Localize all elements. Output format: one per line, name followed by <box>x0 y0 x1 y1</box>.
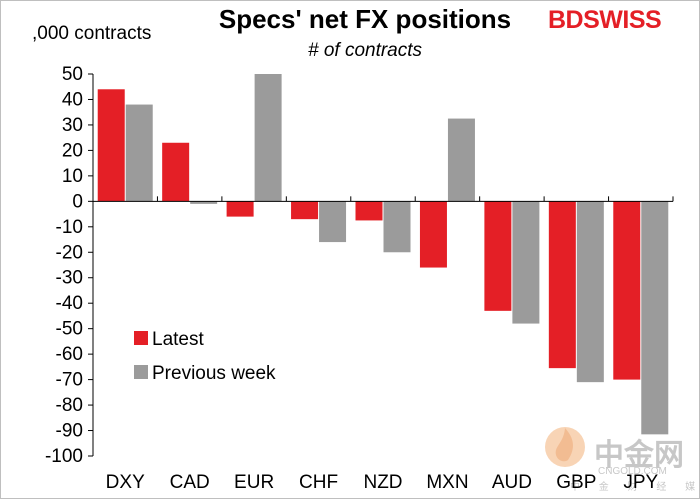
watermark-domain: CNGOLD.COM <box>598 466 667 477</box>
x-category-label: GBP <box>556 472 596 493</box>
legend-label-latest: Latest <box>152 329 204 350</box>
chart-title: Specs' net FX positions <box>218 4 512 34</box>
bar-previous-dxy <box>125 104 153 202</box>
bar-previous-aud <box>512 201 540 324</box>
y-tick-label: 50 <box>62 64 83 85</box>
y-axis-unit-label: ,000 contracts <box>32 23 152 44</box>
bar-latest-dxy <box>97 89 125 202</box>
watermark-flame-icon <box>545 427 585 467</box>
x-category-label: JPY <box>623 472 658 493</box>
y-tick-label: -20 <box>56 242 83 263</box>
bar-previous-chf <box>319 201 347 243</box>
y-tick-label: 0 <box>72 191 83 212</box>
bar-previous-cad <box>190 201 218 204</box>
x-category-label: CAD <box>170 472 210 493</box>
y-tick-label: 20 <box>62 140 83 161</box>
bar-latest-mxn <box>419 201 447 268</box>
legend-swatch-latest <box>134 331 148 345</box>
bar-latest-chf <box>291 201 319 220</box>
y-tick-label: 10 <box>62 166 83 187</box>
bar-previous-eur <box>254 74 282 202</box>
bar-latest-nzd <box>355 201 383 221</box>
bar-latest-jpy <box>613 201 641 380</box>
bdswiss-logo: BDSWISS <box>548 6 662 34</box>
y-tick-label: -50 <box>56 319 83 340</box>
legend-swatch-previous <box>134 365 148 379</box>
y-tick-label: -80 <box>56 395 83 416</box>
watermark-tagline: 中 金 财 经 媒 体 <box>570 482 700 493</box>
bar-previous-gbp <box>576 201 604 383</box>
bar-latest-aud <box>484 201 512 311</box>
bar-latest-eur <box>226 201 254 217</box>
y-tick-label: -60 <box>56 344 83 365</box>
x-category-label: EUR <box>234 472 274 493</box>
bar-previous-mxn <box>447 118 475 202</box>
x-category-label: CHF <box>299 472 338 493</box>
bar-previous-nzd <box>383 201 411 253</box>
x-category-label: DXY <box>106 472 145 493</box>
y-tick-label: 40 <box>62 89 83 110</box>
y-tick-label: -100 <box>45 446 83 467</box>
x-category-label: AUD <box>492 472 532 493</box>
bar-previous-jpy <box>641 201 669 435</box>
bar-latest-cad <box>162 142 190 202</box>
y-tick-label: -70 <box>56 370 83 391</box>
y-tick-label: -40 <box>56 293 83 314</box>
watermark-text: 中金网 <box>594 439 684 472</box>
legend-label-previous: Previous week <box>152 363 276 384</box>
chart-subtitle: # of contracts <box>307 40 423 61</box>
x-category-label: NZD <box>363 472 402 493</box>
y-tick-label: -90 <box>56 421 83 442</box>
x-category-label: MXN <box>426 472 468 493</box>
y-tick-label: 30 <box>62 115 83 136</box>
y-tick-label: -10 <box>56 217 83 238</box>
y-tick-label: -30 <box>56 268 83 289</box>
bar-latest-gbp <box>548 201 576 369</box>
